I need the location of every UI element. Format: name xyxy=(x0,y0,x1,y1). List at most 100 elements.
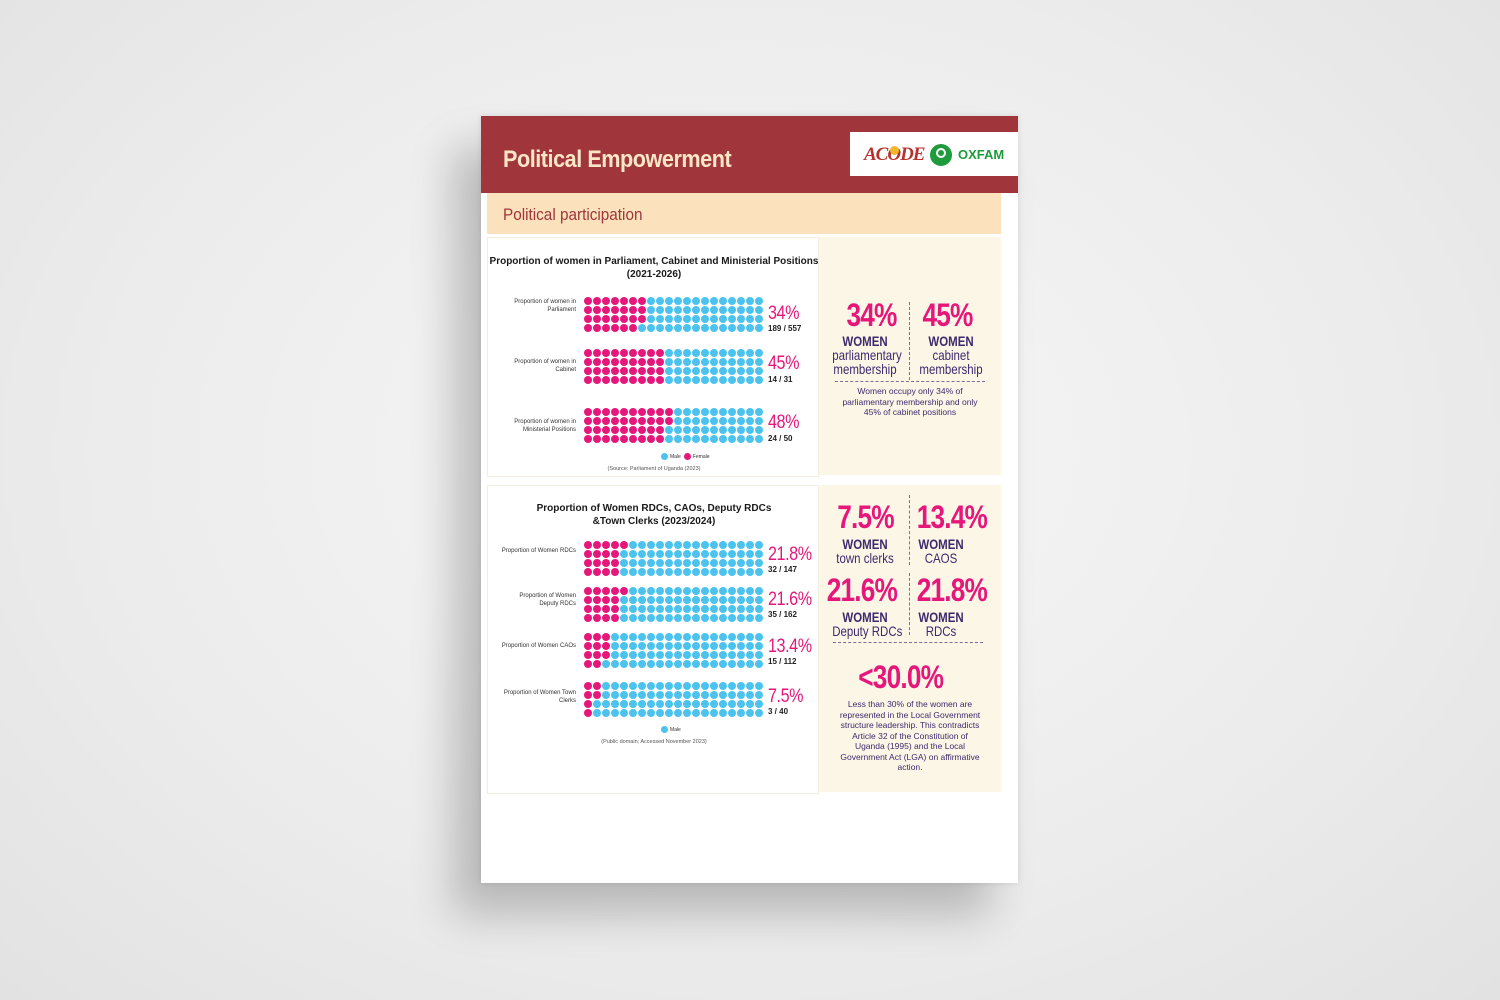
row-percent: 21.8% xyxy=(768,544,812,565)
male-dot xyxy=(665,315,673,323)
female-dot xyxy=(611,559,619,567)
male-dot xyxy=(737,306,745,314)
male-dot xyxy=(647,297,655,305)
male-dot xyxy=(719,541,727,549)
female-dot xyxy=(602,376,610,384)
male-dot xyxy=(710,642,718,650)
male-dot xyxy=(665,642,673,650)
stat-percent: 34% xyxy=(846,297,897,333)
male-dot xyxy=(728,417,736,425)
male-dot xyxy=(647,709,655,717)
female-dot xyxy=(629,297,637,305)
dot-grid xyxy=(584,297,764,333)
female-dot xyxy=(629,324,637,332)
male-dot xyxy=(638,700,646,708)
male-dot xyxy=(656,633,664,641)
male-dot xyxy=(710,691,718,699)
stat-percent: 13.4% xyxy=(916,499,988,535)
male-dot xyxy=(629,541,637,549)
male-dot xyxy=(647,700,655,708)
female-dot xyxy=(593,559,601,567)
stat-label-line: CAOS xyxy=(924,550,958,566)
male-dot xyxy=(620,568,628,576)
male-dot xyxy=(629,642,637,650)
male-dot xyxy=(710,550,718,558)
female-dot xyxy=(584,349,592,357)
male-dot xyxy=(746,426,754,434)
male-dot xyxy=(701,596,709,604)
female-dot xyxy=(602,417,610,425)
male-dot xyxy=(683,297,691,305)
male-dot xyxy=(674,349,682,357)
dot-grid xyxy=(584,408,764,444)
male-dot xyxy=(665,349,673,357)
male-dot xyxy=(647,587,655,595)
stat-label-line: RDCs xyxy=(925,623,957,639)
stat-percent: 7.5% xyxy=(837,499,894,535)
male-dot xyxy=(719,435,727,443)
male-dot xyxy=(737,633,745,641)
stat-label-line: parliamentary xyxy=(832,347,902,363)
female-dot xyxy=(656,367,664,375)
male-dot xyxy=(737,324,745,332)
female-dot xyxy=(602,596,610,604)
male-dot xyxy=(665,426,673,434)
female-dot xyxy=(593,596,601,604)
female-dot xyxy=(584,700,592,708)
male-dot xyxy=(701,367,709,375)
female-dot xyxy=(602,541,610,549)
female-dot xyxy=(620,306,628,314)
male-dot xyxy=(611,691,619,699)
male-dot xyxy=(737,660,745,668)
male-dot xyxy=(719,324,727,332)
female-dot xyxy=(656,435,664,443)
female-dot xyxy=(593,417,601,425)
male-dot xyxy=(701,417,709,425)
row-percent: 7.5% xyxy=(768,686,804,707)
male-dot xyxy=(692,605,700,613)
male-dot xyxy=(620,660,628,668)
legend: Male xyxy=(658,726,681,733)
female-dot xyxy=(593,614,601,622)
female-dot xyxy=(602,614,610,622)
male-dot xyxy=(728,435,736,443)
male-dot xyxy=(710,376,718,384)
male-dot xyxy=(647,633,655,641)
female-dot xyxy=(638,315,646,323)
male-dot xyxy=(683,417,691,425)
male-dot xyxy=(746,324,754,332)
male-dot xyxy=(683,324,691,332)
male-dot xyxy=(719,605,727,613)
male-dot xyxy=(701,376,709,384)
legend: Male Female xyxy=(658,453,710,460)
male-dot xyxy=(656,682,664,690)
male-dot xyxy=(719,426,727,434)
male-dot xyxy=(638,541,646,549)
female-dot xyxy=(611,587,619,595)
male-dot xyxy=(665,306,673,314)
male-dot xyxy=(674,315,682,323)
male-dot xyxy=(629,709,637,717)
male-dot xyxy=(719,682,727,690)
male-dot xyxy=(746,367,754,375)
male-dot xyxy=(656,700,664,708)
male-dot xyxy=(656,614,664,622)
male-dot xyxy=(728,376,736,384)
female-dot xyxy=(602,306,610,314)
row-fraction: 35 / 162 xyxy=(768,610,797,619)
male-dot xyxy=(656,596,664,604)
male-dot xyxy=(674,587,682,595)
male-dot xyxy=(710,324,718,332)
dot-grid xyxy=(584,682,764,718)
male-dot xyxy=(620,633,628,641)
male-dot xyxy=(692,709,700,717)
male-dot xyxy=(674,614,682,622)
female-dot xyxy=(584,408,592,416)
male-dot xyxy=(737,559,745,567)
acode-logo-dot xyxy=(890,146,899,155)
male-dot xyxy=(611,660,619,668)
male-dot xyxy=(719,376,727,384)
male-dot xyxy=(638,633,646,641)
divider xyxy=(835,381,985,382)
male-dot xyxy=(746,541,754,549)
